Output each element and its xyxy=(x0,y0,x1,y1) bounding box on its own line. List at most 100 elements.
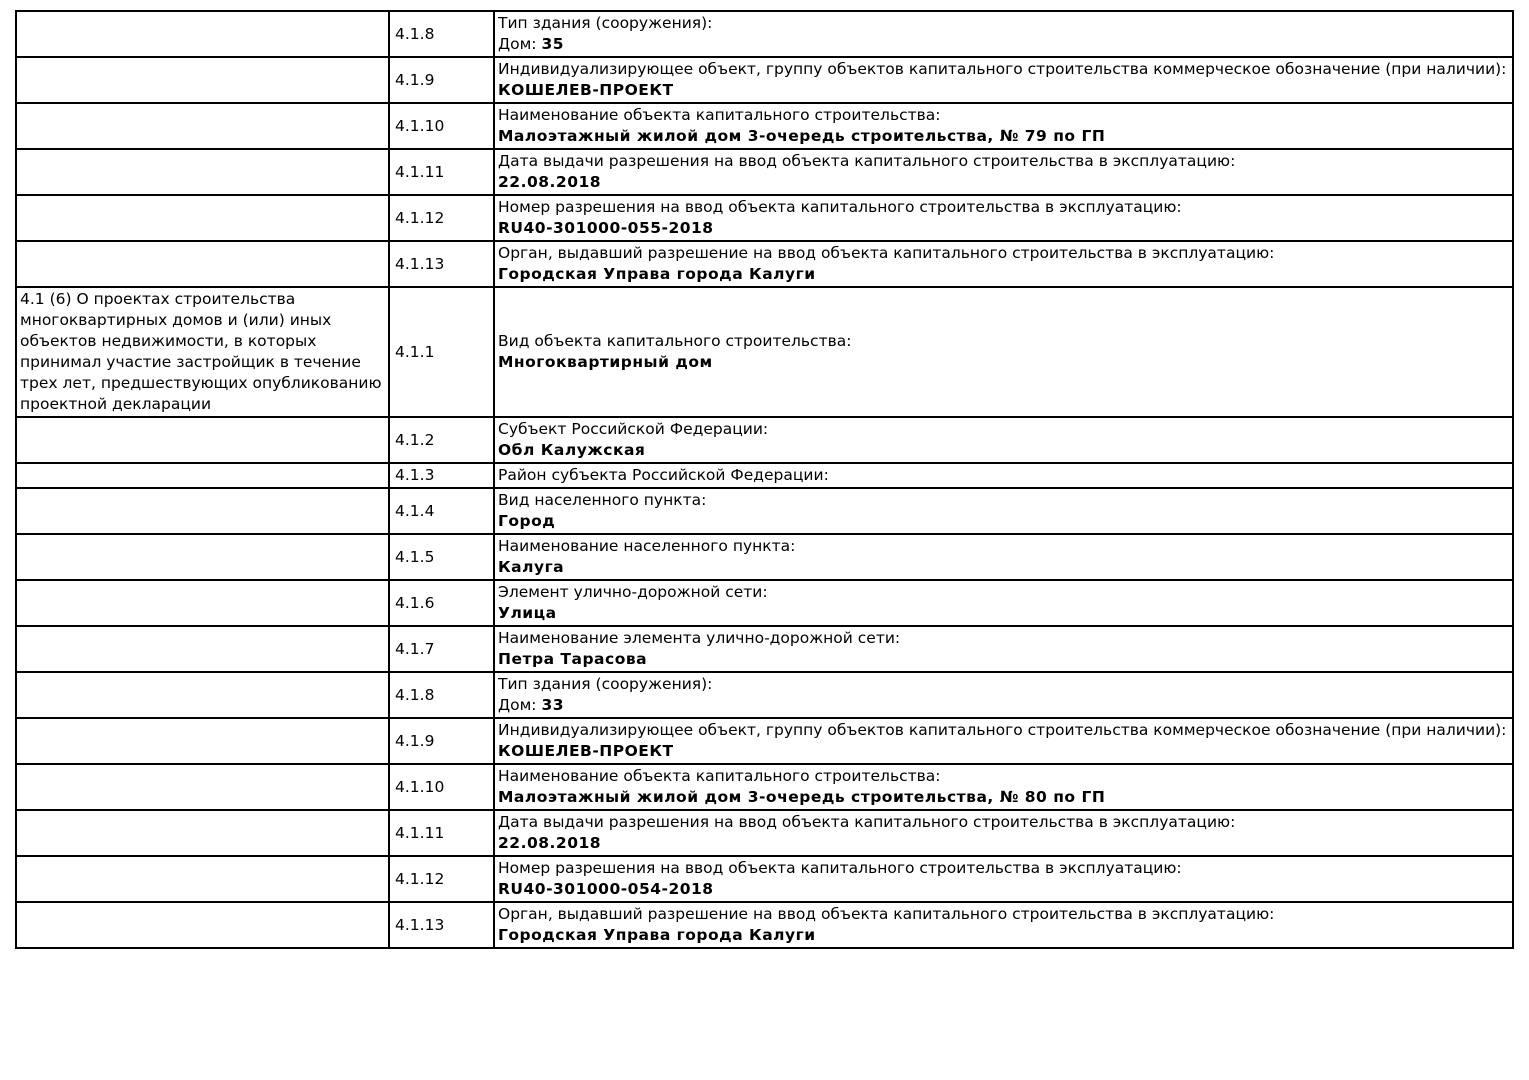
field-value: RU40-301000-054-2018 xyxy=(498,880,714,898)
field-label: Элемент улично-дорожной сети: xyxy=(498,583,768,601)
field-label: Наименование населенного пункта: xyxy=(498,537,796,555)
field-value: Городская Управа города Калуги xyxy=(498,265,816,283)
field-value-line: Калуга xyxy=(498,557,1509,578)
section-cell xyxy=(15,901,390,949)
field-value-line: КОШЕЛЕВ-ПРОЕКТ xyxy=(498,741,1509,762)
field-value-line: Городская Управа города Калуги xyxy=(498,264,1509,285)
field-value-prefix: Дом: xyxy=(498,35,542,53)
section-cell xyxy=(15,462,390,489)
field-value: КОШЕЛЕВ-ПРОЕКТ xyxy=(498,742,674,760)
row-number-cell: 4.1.6 xyxy=(388,579,495,627)
field-value: Городская Управа города Калуги xyxy=(498,926,816,944)
field-label: Наименование объекта капитального строит… xyxy=(498,767,941,785)
field-label: Индивидуализирующее объект, группу объек… xyxy=(498,721,1507,739)
field-value: Обл Калужская xyxy=(498,441,646,459)
field-cell: Район субъекта Российской Федерации: xyxy=(493,462,1514,489)
table-row: 4.1.8 Тип здания (сооружения): Дом: 35 xyxy=(15,10,1514,58)
field-value-line: 22.08.2018 xyxy=(498,172,1509,193)
table-row: 4.1.4 Вид населенного пункта: Город xyxy=(15,487,1514,535)
field-value: 35 xyxy=(541,35,565,53)
field-cell: Тип здания (сооружения): Дом: 35 xyxy=(493,10,1514,58)
table-row: 4.1.8 Тип здания (сооружения): Дом: 33 xyxy=(15,671,1514,719)
section-cell xyxy=(15,809,390,857)
field-label: Вид объекта капитального строительства: xyxy=(498,332,852,350)
field-value: КОШЕЛЕВ-ПРОЕКТ xyxy=(498,81,674,99)
row-number-cell: 4.1.2 xyxy=(388,416,495,464)
table-row: 4.1.13 Орган, выдавший разрешение на вво… xyxy=(15,901,1514,949)
section-cell xyxy=(15,487,390,535)
field-cell: Наименование элемента улично-дорожной се… xyxy=(493,625,1514,673)
field-cell: Тип здания (сооружения): Дом: 33 xyxy=(493,671,1514,719)
field-value-line: Дом: 33 xyxy=(498,695,1509,716)
row-number-cell: 4.1.9 xyxy=(388,56,495,104)
table-row: 4.1.12 Номер разрешения на ввод объекта … xyxy=(15,855,1514,903)
table-row: 4.1.9 Индивидуализирующее объект, группу… xyxy=(15,717,1514,765)
field-value: Город xyxy=(498,512,556,530)
field-cell: Субъект Российской Федерации: Обл Калужс… xyxy=(493,416,1514,464)
table-row: 4.1.11 Дата выдачи разрешения на ввод об… xyxy=(15,148,1514,196)
field-label: Тип здания (сооружения): xyxy=(498,14,713,32)
field-cell: Номер разрешения на ввод объекта капитал… xyxy=(493,855,1514,903)
section-cell xyxy=(15,625,390,673)
field-label: Орган, выдавший разрешение на ввод объек… xyxy=(498,905,1275,923)
field-label: Номер разрешения на ввод объекта капитал… xyxy=(498,859,1182,877)
table-row: 4.1.11 Дата выдачи разрешения на ввод об… xyxy=(15,809,1514,857)
field-value: 22.08.2018 xyxy=(498,173,602,191)
section-cell xyxy=(15,533,390,581)
field-label: Номер разрешения на ввод объекта капитал… xyxy=(498,198,1182,216)
field-label: Район субъекта Российской Федерации: xyxy=(498,466,829,484)
section-cell xyxy=(15,579,390,627)
row-number-cell: 4.1.4 xyxy=(388,487,495,535)
field-label: Дата выдачи разрешения на ввод объекта к… xyxy=(498,152,1236,170)
field-label: Индивидуализирующее объект, группу объек… xyxy=(498,60,1507,78)
row-number-cell: 4.1.10 xyxy=(388,763,495,811)
section-description: 4.1 (6) О проектах строительства многокв… xyxy=(20,290,382,413)
field-value-line: RU40-301000-054-2018 xyxy=(498,879,1509,900)
section-cell xyxy=(15,194,390,242)
field-cell: Наименование объекта капитального строит… xyxy=(493,763,1514,811)
row-number-cell: 4.1.1 xyxy=(388,286,495,418)
field-cell: Орган, выдавший разрешение на ввод объек… xyxy=(493,901,1514,949)
table-row: 4.1.10 Наименование объекта капитального… xyxy=(15,763,1514,811)
section-cell xyxy=(15,148,390,196)
table-row: 4.1.3 Район субъекта Российской Федераци… xyxy=(15,462,1514,489)
row-number-cell: 4.1.13 xyxy=(388,240,495,288)
row-number-cell: 4.1.12 xyxy=(388,194,495,242)
row-number-cell: 4.1.12 xyxy=(388,855,495,903)
field-cell: Вид населенного пункта: Город xyxy=(493,487,1514,535)
field-cell: Дата выдачи разрешения на ввод объекта к… xyxy=(493,809,1514,857)
field-cell: Элемент улично-дорожной сети: Улица xyxy=(493,579,1514,627)
field-value-line: Петра Тарасова xyxy=(498,649,1509,670)
document-page: 4.1.8 Тип здания (сооружения): Дом: 35 4… xyxy=(15,10,1514,949)
field-cell: Наименование населенного пункта: Калуга xyxy=(493,533,1514,581)
field-label: Орган, выдавший разрешение на ввод объек… xyxy=(498,244,1275,262)
section-cell xyxy=(15,717,390,765)
field-value: Малоэтажный жилой дом 3-очередь строител… xyxy=(498,788,1106,806)
field-label: Дата выдачи разрешения на ввод объекта к… xyxy=(498,813,1236,831)
section-cell xyxy=(15,10,390,58)
row-number-cell: 4.1.3 xyxy=(388,462,495,489)
row-number-cell: 4.1.13 xyxy=(388,901,495,949)
field-label: Наименование объекта капитального строит… xyxy=(498,106,941,124)
field-value-prefix: Дом: xyxy=(498,696,542,714)
field-value: 33 xyxy=(541,696,565,714)
field-cell: Вид объекта капитального строительства: … xyxy=(493,286,1514,418)
field-value: Малоэтажный жилой дом 3-очередь строител… xyxy=(498,127,1106,145)
field-label: Субъект Российской Федерации: xyxy=(498,420,769,438)
field-value-line: Обл Калужская xyxy=(498,440,1509,461)
field-value-line: Улица xyxy=(498,603,1509,624)
row-number-cell: 4.1.8 xyxy=(388,10,495,58)
field-value-line: Город xyxy=(498,511,1509,532)
table-row: 4.1.5 Наименование населенного пункта: К… xyxy=(15,533,1514,581)
field-value: RU40-301000-055-2018 xyxy=(498,219,714,237)
table-row: 4.1.10 Наименование объекта капитального… xyxy=(15,102,1514,150)
table-row: 4.1.9 Индивидуализирующее объект, группу… xyxy=(15,56,1514,104)
field-value-line: Городская Управа города Калуги xyxy=(498,925,1509,946)
table-row: 4.1.6 Элемент улично-дорожной сети: Улиц… xyxy=(15,579,1514,627)
field-value-line: Малоэтажный жилой дом 3-очередь строител… xyxy=(498,126,1509,147)
field-value: 22.08.2018 xyxy=(498,834,602,852)
field-value-line: 22.08.2018 xyxy=(498,833,1509,854)
field-cell: Номер разрешения на ввод объекта капитал… xyxy=(493,194,1514,242)
declaration-table-body: 4.1.8 Тип здания (сооружения): Дом: 35 4… xyxy=(15,10,1514,949)
field-value: Многоквартирный дом xyxy=(498,353,713,371)
